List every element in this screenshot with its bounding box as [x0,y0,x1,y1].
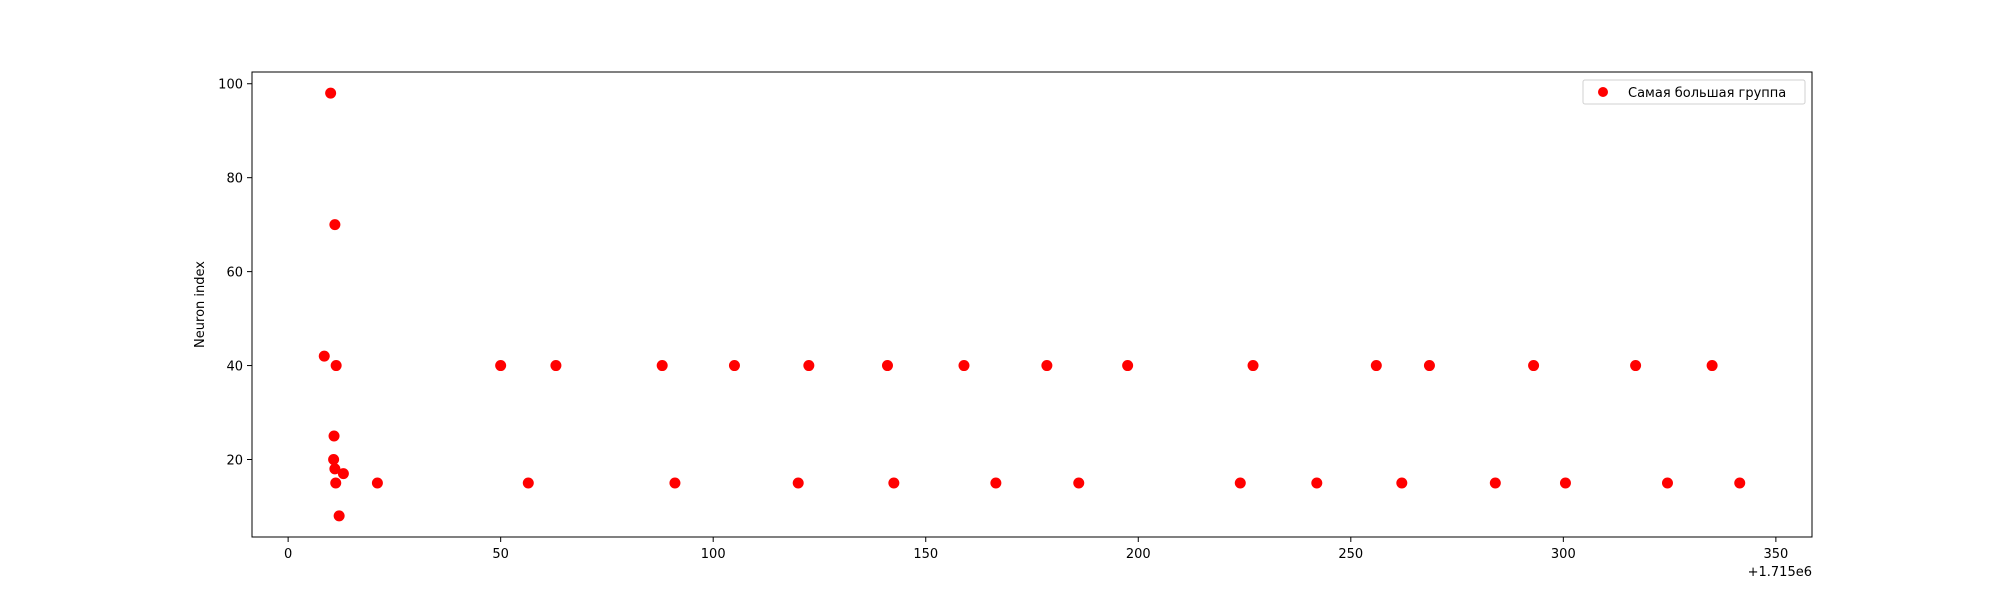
data-point [1559,477,1571,489]
data-point [1489,477,1501,489]
y-tick-label: 40 [226,360,243,375]
data-point [1661,477,1673,489]
x-axis-offset-label: +1.715e6 [1748,565,1812,580]
data-point [333,510,345,522]
data-point [1073,477,1085,489]
x-tick-label: 150 [913,547,938,562]
data-point [990,477,1002,489]
y-tick-label: 80 [226,172,243,187]
data-point [1396,477,1408,489]
plot-area-background [252,72,1812,537]
data-point [1370,360,1382,372]
legend-label: Самая большая группа [1628,86,1786,101]
data-point [1041,360,1053,372]
data-point [329,463,341,475]
x-tick-label: 100 [701,547,726,562]
data-point [1311,477,1323,489]
data-point [669,477,681,489]
x-tick-label: 250 [1338,547,1363,562]
data-point [1734,477,1746,489]
data-point [371,477,383,489]
legend: Самая большая группа [1582,79,1806,105]
data-point [1122,360,1134,372]
data-point [325,87,337,99]
data-point [522,477,534,489]
data-point [318,350,330,362]
data-point [328,430,340,442]
data-point [1706,360,1718,372]
data-point [803,360,815,372]
x-tick-label: 300 [1551,547,1576,562]
data-point [1630,360,1642,372]
data-point [329,219,341,231]
x-tick-label: 200 [1126,547,1151,562]
y-tick-label: 20 [226,454,243,469]
x-axis: 0 50 100 150 200 250 300 350 [284,537,1788,562]
data-point [495,360,507,372]
data-point [330,360,342,372]
legend-marker [1598,87,1608,97]
y-axis-label: Neuron index [193,261,208,348]
y-tick-label: 100 [218,78,243,93]
data-point [337,468,349,480]
data-point [792,477,804,489]
data-point [330,477,342,489]
data-point [656,360,668,372]
data-points [318,87,1746,522]
data-point [1423,360,1435,372]
data-point [550,360,562,372]
y-tick-label: 60 [226,266,243,281]
legend-box [1582,79,1806,105]
data-point [328,454,340,465]
x-tick-label: 350 [1763,547,1788,562]
data-point [1528,360,1540,372]
data-point [1234,477,1246,489]
data-point [1247,360,1259,372]
y-axis: 20 40 60 80 100 [218,78,252,469]
x-tick-label: 50 [492,547,509,562]
data-point [888,477,900,489]
plot-area-frame [251,71,1813,538]
data-point [958,360,970,372]
x-tick-label: 0 [284,547,292,562]
data-point [881,360,893,372]
data-point [728,360,740,372]
